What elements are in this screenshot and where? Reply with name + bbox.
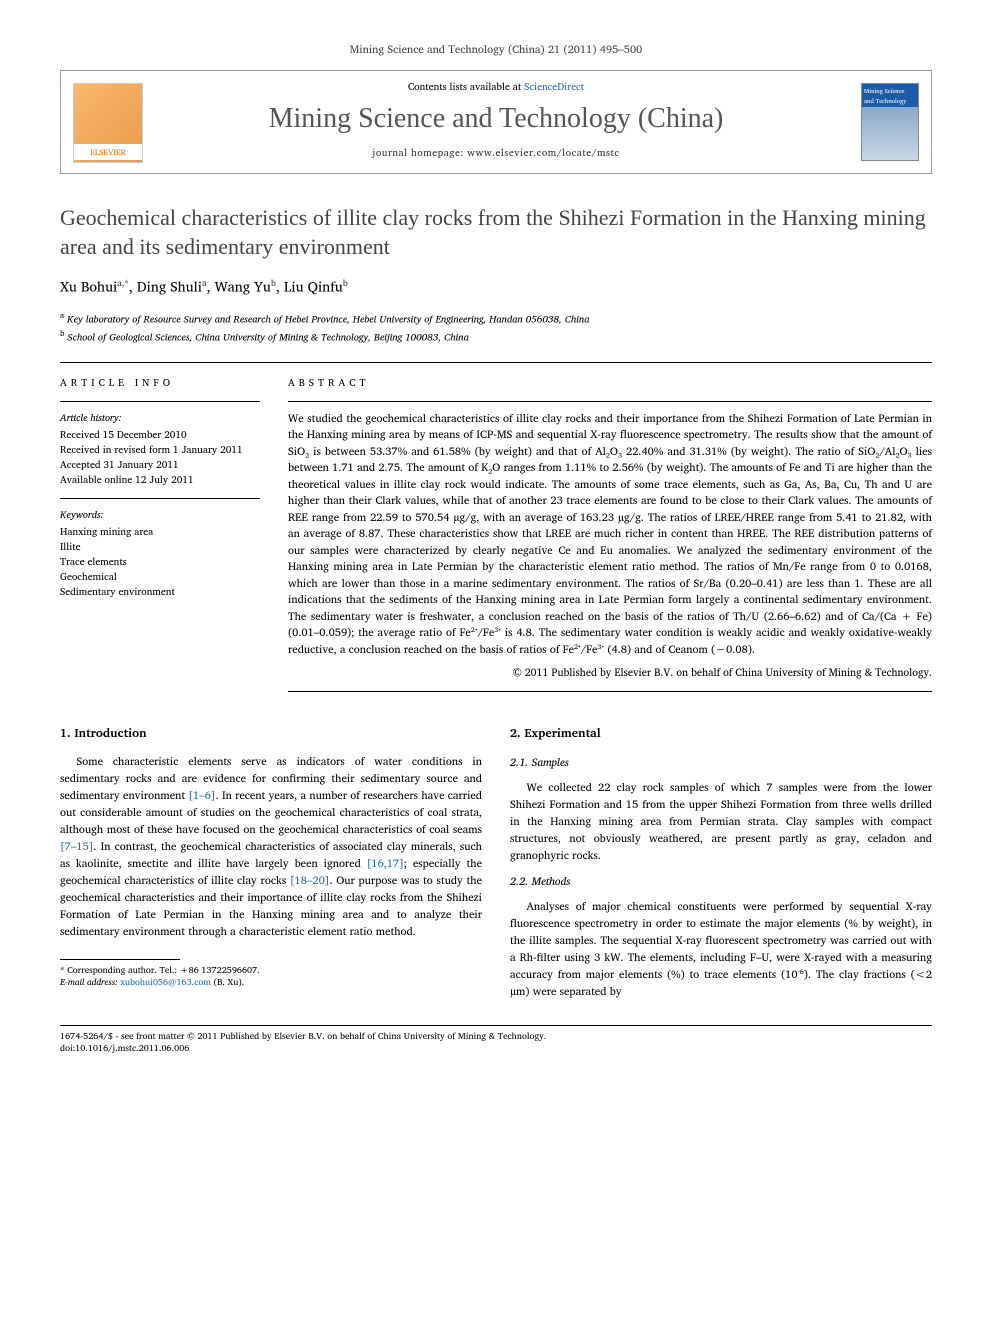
affiliation-a: a Key laboratory of Resource Survey and … xyxy=(60,309,932,327)
page-footer: 1674-5264/$ - see front matter © 2011 Pu… xyxy=(60,1025,932,1055)
section-divider xyxy=(60,362,932,363)
citation-line: Mining Science and Technology (China) 21… xyxy=(60,40,932,58)
journal-cover-thumbnail: Mining Science and Technology xyxy=(861,83,919,161)
elsevier-logo: ELSEVIER xyxy=(73,83,143,163)
history-revised: Received in revised form 1 January 2011 xyxy=(60,443,260,458)
footer-front-matter: 1674-5264/$ - see front matter © 2011 Pu… xyxy=(60,1030,932,1043)
paper-page: Mining Science and Technology (China) 21… xyxy=(0,0,992,1085)
contents-label: Contents lists available at xyxy=(408,79,524,95)
sciencedirect-link[interactable]: ScienceDirect xyxy=(524,79,584,95)
abstract-heading: ABSTRACT xyxy=(288,375,932,391)
subsection-2-1-paragraph: We collected 22 clay rock samples of whi… xyxy=(510,779,932,864)
author-1[interactable]: Xu Bohui xyxy=(60,276,117,299)
abstract-column: ABSTRACT We studied the geochemical char… xyxy=(288,375,932,701)
subsection-2-2-heading: 2.2. Methods xyxy=(510,872,932,890)
author-3-marks: b xyxy=(271,275,276,290)
footer-doi: doi:10.1016/j.mstc.2011.06.006 xyxy=(60,1042,932,1055)
info-divider xyxy=(60,401,260,402)
history-accepted: Accepted 31 January 2011 xyxy=(60,458,260,473)
history-received: Received 15 December 2010 xyxy=(60,428,260,443)
affiliation-b-text: School of Geological Sciences, China Uni… xyxy=(67,330,468,346)
article-title: Geochemical characteristics of illite cl… xyxy=(60,204,932,261)
body-two-column: 1. Introduction Some characteristic elem… xyxy=(60,724,932,1001)
citation-link[interactable]: [16,17] xyxy=(367,854,404,872)
citation-link[interactable]: [1–6] xyxy=(188,786,215,804)
author-2-marks: a xyxy=(202,275,207,290)
info-abstract-row: ARTICLE INFO Article history: Received 1… xyxy=(60,375,932,701)
affiliation-list: a Key laboratory of Resource Survey and … xyxy=(60,309,932,346)
citation-link[interactable]: [18–20] xyxy=(290,871,330,889)
affiliation-a-text: Key laboratory of Resource Survey and Re… xyxy=(67,311,589,327)
keyword-item: Sedimentary environment xyxy=(60,585,260,600)
abstract-divider xyxy=(288,401,932,402)
abstract-text: We studied the geochemical characteristi… xyxy=(288,410,932,658)
contents-list-line: Contents lists available at ScienceDirec… xyxy=(73,79,919,95)
history-online: Available online 12 July 2011 xyxy=(60,473,260,488)
email-link[interactable]: xubohui056@163.com xyxy=(120,974,211,989)
author-1-marks: a,* xyxy=(117,275,129,290)
journal-header-box: ELSEVIER Mining Science and Technology C… xyxy=(60,70,932,174)
email-line: E-mail address: xubohui056@163.com (B. X… xyxy=(60,976,482,989)
corresponding-author-footnote: * Corresponding author. Tel.: +86 137225… xyxy=(60,964,482,989)
article-info-heading: ARTICLE INFO xyxy=(60,375,260,391)
footer-divider xyxy=(60,1025,932,1026)
journal-cover-label: Mining Science and Technology xyxy=(864,86,906,106)
footnote-separator xyxy=(60,959,180,960)
keyword-item: Geochemical xyxy=(60,570,260,585)
author-list: Xu Bohuia,*, Ding Shulia, Wang Yub, Liu … xyxy=(60,275,932,299)
author-3[interactable]: Wang Yu xyxy=(215,276,271,299)
email-label: E-mail address: xyxy=(60,974,120,989)
abstract-copyright: © 2011 Published by Elsevier B.V. on beh… xyxy=(288,663,932,681)
section-1-heading: 1. Introduction xyxy=(60,724,482,743)
info-divider xyxy=(60,498,260,499)
section-2-heading: 2. Experimental xyxy=(510,724,932,743)
subsection-2-1-heading: 2.1. Samples xyxy=(510,753,932,771)
citation-link[interactable]: [7–15] xyxy=(60,837,93,855)
body-right-column: 2. Experimental 2.1. Samples We collecte… xyxy=(510,724,932,1001)
elsevier-logo-text: ELSEVIER xyxy=(74,144,142,160)
affiliation-b: b School of Geological Sciences, China U… xyxy=(60,327,932,345)
keywords-label: Keywords: xyxy=(60,507,260,523)
keyword-item: Hanxing mining area xyxy=(60,525,260,540)
journal-homepage-line: journal homepage: www.elsevier.com/locat… xyxy=(73,145,919,161)
section-1-paragraph: Some characteristic elements serve as in… xyxy=(60,753,482,941)
article-info-column: ARTICLE INFO Article history: Received 1… xyxy=(60,375,260,701)
history-label: Article history: xyxy=(60,410,260,426)
abstract-bottom-divider xyxy=(288,691,932,692)
author-4-marks: b xyxy=(343,275,348,290)
author-2[interactable]: Ding Shuli xyxy=(137,276,202,299)
keyword-item: Illite xyxy=(60,540,260,555)
journal-name: Mining Science and Technology (China) xyxy=(73,103,919,135)
subsection-2-2-paragraph: Analyses of major chemical constituents … xyxy=(510,898,932,1000)
email-suffix: (B. Xu). xyxy=(211,974,244,989)
author-4[interactable]: Liu Qinfu xyxy=(284,276,343,299)
body-left-column: 1. Introduction Some characteristic elem… xyxy=(60,724,482,1001)
keyword-item: Trace elements xyxy=(60,555,260,570)
